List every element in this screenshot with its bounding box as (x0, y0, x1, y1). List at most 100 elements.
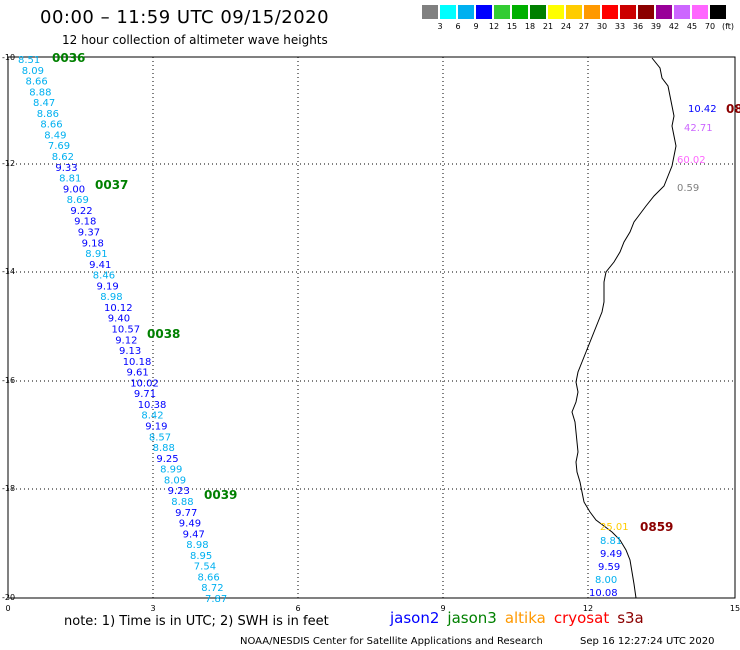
color-scale-label: 6 (455, 22, 461, 31)
wave-height-value: 9.49 (600, 549, 622, 560)
color-scale-label: 42 (668, 22, 680, 31)
wave-height-value: 9.18 (74, 217, 96, 228)
color-swatch (656, 5, 672, 19)
altimeter-track-jason3: 8.518.098.668.888.478.868.668.497.698.62… (18, 55, 227, 605)
wave-height-value: 8.95 (190, 551, 212, 562)
wave-height-value: 9.61 (127, 368, 149, 379)
wave-height-value: 8.42 (141, 411, 163, 422)
color-scale-label: 36 (632, 22, 644, 31)
wave-height-value: 8.91 (85, 249, 107, 260)
wave-height-value: 9.37 (78, 228, 100, 239)
color-swatch (692, 5, 708, 19)
satellite-legend-item: cryosat (553, 609, 610, 627)
y-tick-label: -16 (2, 376, 15, 385)
wave-height-value: 7.54 (194, 562, 216, 573)
color-swatch (584, 5, 600, 19)
color-scale-label: 30 (596, 22, 608, 31)
satellite-legend-item: altika (504, 609, 546, 627)
wave-height-value: 9.41 (89, 260, 111, 271)
altimeter-track-s3a-south: 25.01 8.81 9.49 9.59 8.00 10.08 (589, 522, 629, 599)
color-scale-label: 9 (473, 22, 479, 31)
map-frame (7, 56, 736, 599)
wave-height-value: 60.02 (677, 155, 706, 166)
color-swatch (530, 5, 546, 19)
wave-height-value: 8.81 (59, 174, 81, 185)
x-tick-label: 12 (583, 604, 593, 613)
wave-height-value: 8.66 (40, 120, 62, 131)
satellite-legend-item: jason3 (447, 609, 497, 627)
wave-height-value: 9.19 (145, 422, 167, 433)
pass-id-label: 0859 (640, 520, 673, 534)
wave-height-value: 10.57 (112, 325, 141, 336)
page-subtitle: 12 hour collection of altimeter wave hei… (62, 33, 328, 47)
wave-height-value: 8.09 (22, 66, 44, 77)
wave-height-value: 8.46 (93, 271, 115, 282)
color-scale-label: 15 (506, 22, 518, 31)
wave-height-value: 9.49 (179, 519, 201, 530)
wave-height-value: 9.22 (70, 206, 92, 217)
color-swatch (674, 5, 690, 19)
pass-id-label: 0038 (147, 327, 180, 341)
axis-tick-labels: 0 3 6 9 12 15 -10 -12 -14 -16 -18 -20 (2, 53, 740, 613)
pass-id-label: 0036 (52, 51, 85, 65)
color-scale-label: 45 (686, 22, 698, 31)
color-swatch (458, 5, 474, 19)
wave-height-value: 10.18 (123, 357, 152, 368)
wave-height-value: 9.33 (55, 163, 77, 174)
wave-height-value: 8.86 (37, 109, 59, 120)
wave-height-value: 8.51 (18, 55, 40, 66)
y-tick-label: -10 (2, 53, 15, 62)
wave-height-value: 10.08 (589, 588, 618, 599)
page-title: 00:00 – 11:59 UTC 09/15/2020 (40, 7, 330, 28)
y-tick-label: -12 (2, 159, 15, 168)
color-swatch (566, 5, 582, 19)
wave-height-value: 9.00 (63, 184, 85, 195)
wave-height-value: 9.40 (108, 314, 130, 325)
wave-height-value: 9.25 (156, 454, 178, 465)
pass-id-labels: 0036 0037 0038 0039 0859 08 (52, 51, 740, 534)
wave-height-value: 7.69 (48, 141, 70, 152)
color-swatch (710, 5, 726, 19)
color-swatch (440, 5, 456, 19)
wave-height-value: 8.66 (26, 77, 48, 88)
wave-height-value: 9.47 (183, 529, 205, 540)
wave-height-value: 9.77 (175, 508, 197, 519)
credit-text: NOAA/NESDIS Center for Satellite Applica… (240, 636, 543, 647)
wave-height-value: 8.09 (164, 475, 186, 486)
wave-height-value: 0.59 (677, 183, 699, 194)
note-text: note: 1) Time is in UTC; 2) SWH is in fe… (64, 614, 329, 629)
color-swatch (494, 5, 510, 19)
wave-height-value: 42.71 (684, 123, 713, 134)
wave-height-value: 9.23 (168, 486, 190, 497)
wave-height-value: 9.13 (119, 346, 141, 357)
color-scale-label: 3 (437, 22, 443, 31)
wave-height-value: 10.12 (104, 303, 133, 314)
color-swatch (422, 5, 438, 19)
wave-height-value: 9.12 (115, 335, 137, 346)
wave-height-value: 8.88 (29, 87, 51, 98)
y-tick-label: -14 (2, 267, 15, 276)
wave-height-value: 7.87 (205, 594, 227, 605)
x-tick-label: 3 (150, 604, 155, 613)
color-scale-label: 12 (488, 22, 500, 31)
altimeter-track-s3a-north: 10.42 42.71 60.02 0.59 (677, 104, 717, 194)
x-tick-label: 9 (440, 604, 445, 613)
color-swatch (476, 5, 492, 19)
wave-height-value: 8.69 (67, 195, 89, 206)
wave-height-value: 8.47 (33, 98, 55, 109)
x-tick-label: 0 (5, 604, 10, 613)
wave-height-value: 8.88 (153, 443, 175, 454)
timestamp: Sep 16 12:27:24 UTC 2020 (580, 636, 715, 647)
wave-height-value: 8.99 (160, 465, 182, 476)
color-swatch (602, 5, 618, 19)
color-scale-label: 21 (542, 22, 554, 31)
color-swatch (620, 5, 636, 19)
color-scale-label: 18 (524, 22, 536, 31)
wave-height-value: 8.49 (44, 131, 66, 142)
wave-height-value: 10.42 (688, 104, 717, 115)
pass-id-label: 0039 (204, 488, 237, 502)
color-swatch (638, 5, 654, 19)
x-tick-label: 6 (295, 604, 300, 613)
satellite-legend-item: jason2 (390, 609, 440, 627)
wave-height-value: 8.62 (52, 152, 74, 163)
